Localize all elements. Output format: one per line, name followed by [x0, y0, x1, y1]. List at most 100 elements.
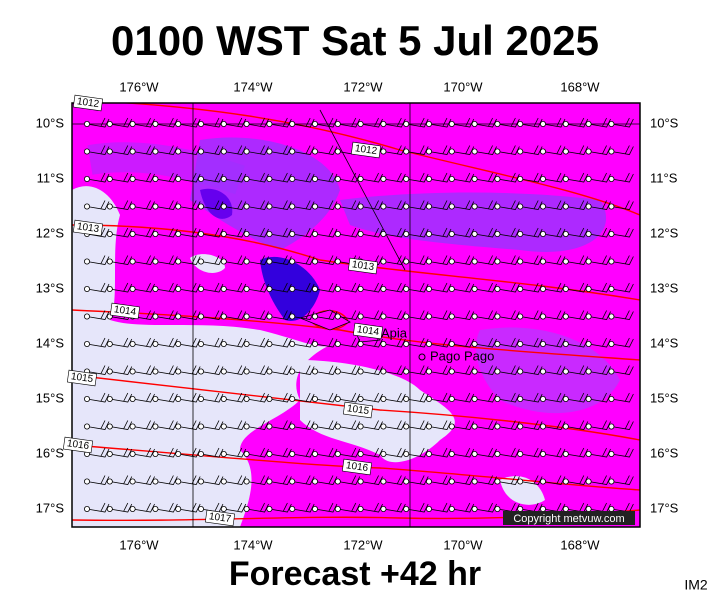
wind-barb	[132, 117, 155, 128]
wind-barb	[223, 502, 247, 513]
wind-station	[540, 313, 547, 320]
wind-barb	[155, 282, 178, 293]
wind-barb	[383, 502, 406, 513]
wind-barb	[588, 337, 611, 348]
wind-barb	[383, 310, 406, 320]
wind-station	[197, 230, 204, 237]
wind-station	[175, 423, 182, 430]
wind-barb	[611, 392, 634, 403]
isobar-label-box	[109, 302, 141, 320]
wind-barb	[86, 310, 110, 320]
wind-barb	[314, 255, 338, 265]
wind-station	[380, 313, 387, 320]
wind-barb	[200, 172, 224, 183]
wind-barb	[200, 310, 224, 320]
wind-barb	[474, 475, 497, 485]
wind-station	[357, 313, 364, 320]
wind-station	[585, 478, 592, 485]
wind-barb	[474, 365, 497, 375]
wind-barb	[520, 365, 543, 375]
wind-station	[289, 423, 296, 430]
wind-barb	[314, 420, 338, 430]
lon-label: 172°W	[343, 537, 383, 552]
wind-barb	[86, 392, 110, 403]
wind-station	[334, 203, 341, 210]
wind-barb	[200, 255, 224, 265]
wind-station	[425, 258, 432, 265]
wind-station	[608, 285, 615, 292]
wind-barb	[588, 172, 611, 183]
wind-station	[608, 203, 615, 210]
wind-station	[608, 505, 615, 512]
wind-barb	[132, 337, 155, 348]
wind-barb	[223, 255, 247, 265]
wind-station	[540, 285, 547, 292]
wind-barb	[223, 282, 247, 293]
wind-barb	[292, 145, 315, 155]
wind-barb	[86, 255, 110, 265]
wind-station	[197, 478, 204, 485]
wind-station	[517, 450, 524, 457]
wind-barb	[246, 117, 269, 128]
lat-label: 12°S	[36, 225, 65, 240]
wind-station	[471, 478, 478, 485]
wind-station	[175, 203, 182, 210]
wind-station	[357, 423, 364, 430]
wind-barb	[223, 145, 247, 155]
wind-barb	[565, 310, 589, 320]
wind-station	[471, 258, 478, 265]
wind-barb	[86, 282, 110, 293]
wind-barb	[223, 420, 247, 430]
wind-station	[517, 175, 524, 182]
wind-station	[197, 148, 204, 155]
wind-barb	[542, 475, 566, 485]
wind-station	[129, 175, 136, 182]
wind-station	[289, 285, 296, 292]
wind-barb	[428, 255, 452, 265]
wind-station	[562, 313, 569, 320]
wind-station	[403, 450, 410, 457]
isobar-label-box	[347, 257, 379, 275]
wind-station	[540, 121, 547, 128]
wind-barb	[109, 117, 133, 128]
wind-barb	[314, 227, 338, 238]
wind-barb	[132, 172, 155, 183]
wind-station	[129, 368, 136, 375]
wind-station	[562, 175, 569, 182]
wind-station	[471, 203, 478, 210]
wind-barb	[611, 475, 634, 485]
wind-station	[471, 505, 478, 512]
wind-barb	[542, 310, 566, 320]
wind-barb	[155, 337, 178, 348]
wind-barb	[565, 420, 589, 430]
wind-barb	[337, 172, 361, 183]
isobar-label: 1012	[354, 143, 378, 157]
wind-barb	[428, 447, 452, 458]
wind-station	[403, 121, 410, 128]
wind-barb	[451, 420, 475, 430]
wind-station	[494, 203, 501, 210]
wind-station	[448, 203, 455, 210]
wind-barb	[542, 172, 566, 183]
wind-station	[517, 148, 524, 155]
wind-barb	[178, 200, 201, 210]
wind-station	[220, 368, 227, 375]
isobar-label-box	[66, 369, 98, 387]
wind-station	[152, 450, 159, 457]
wind-barb	[520, 227, 543, 238]
wind-station	[129, 395, 136, 402]
wind-barb	[109, 145, 133, 155]
wind-station	[471, 368, 478, 375]
wind-station	[471, 395, 478, 402]
wind-barb	[314, 475, 338, 485]
lon-label: 174°W	[233, 79, 273, 94]
wind-barb	[474, 145, 497, 155]
wind-station	[129, 148, 136, 155]
wind-station	[129, 423, 136, 430]
wind-barb	[246, 475, 269, 485]
wind-station	[425, 450, 432, 457]
wind-station	[84, 313, 91, 320]
wind-station	[220, 395, 227, 402]
wind-barb	[109, 502, 133, 513]
wind-barb	[337, 502, 361, 513]
